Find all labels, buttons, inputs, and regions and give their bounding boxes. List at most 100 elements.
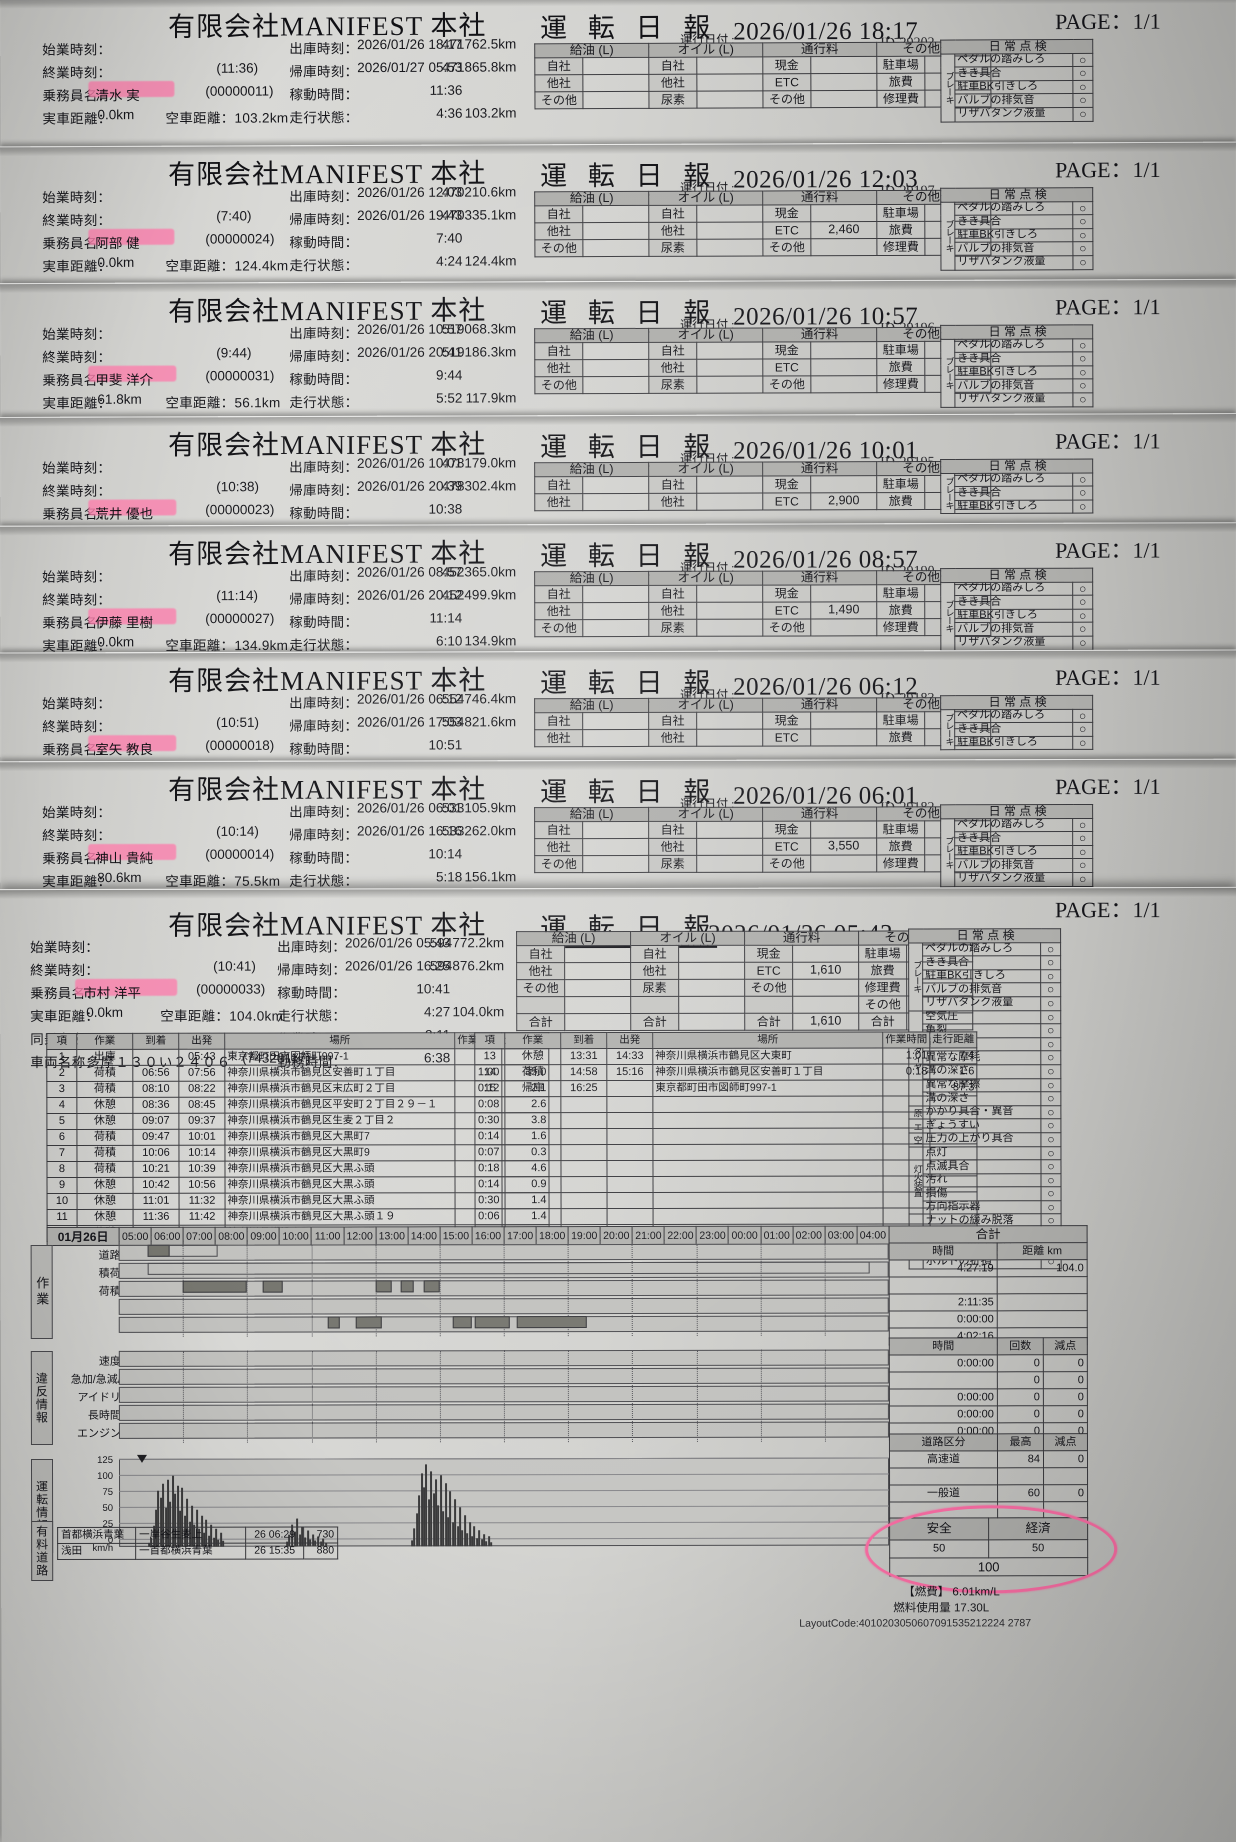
worklog-arrive: 08:10 [132,1081,179,1098]
odometer-value: 533262.0km [441,823,517,839]
cost-table: 給油 (L) オイル (L) 通行料 その他費用 自社 自社 現金 駐車場 他社 他社 ETC 2,4… [534,190,991,257]
inspection-check[interactable]: ○ [1072,228,1093,243]
inspection-check[interactable]: ○ [1072,93,1093,108]
inspection-check[interactable]: ○ [1040,955,1061,970]
cost-value [582,341,649,360]
inspection-check[interactable]: ○ [1040,1132,1061,1147]
inspection-check[interactable]: ○ [1072,472,1093,487]
inspection-check[interactable]: ○ [1072,486,1093,500]
inspection-check[interactable]: ○ [1040,983,1061,997]
inspection-check[interactable]: ○ [1072,858,1093,873]
inspection-check[interactable]: ○ [1072,255,1093,270]
violation-row: 0:00:00 0 0 [889,1405,1088,1424]
inspection-check[interactable]: ○ [1040,1159,1061,1174]
inspection-check[interactable]: ○ [1040,1173,1062,1188]
inspection-check[interactable]: ○ [1072,831,1093,846]
inspection-check[interactable]: ○ [1040,996,1061,1011]
timeline-activity-bar [327,1316,341,1329]
loaded-distance-value: 0.0km [97,634,135,650]
worklog-empty-cell [883,1191,931,1209]
road-kind: 一般道 [889,1484,998,1503]
cost-header: オイル (L) [648,328,763,342]
inspection-check[interactable]: ○ [1072,722,1093,737]
cost-key: その他 [762,90,811,108]
inspection-check[interactable]: ○ [1072,595,1093,610]
inspection-check[interactable]: ○ [1072,872,1093,887]
inspection-check[interactable]: ○ [1040,1078,1061,1092]
inspection-check[interactable]: ○ [1072,379,1093,393]
inspection-check[interactable]: ○ [1072,338,1093,353]
page-number: PAGE：1/1 [1055,428,1161,454]
inspection-check[interactable]: ○ [1072,201,1093,215]
timeline-activity-bar [182,1280,248,1293]
inspection-check[interactable]: ○ [1040,942,1061,956]
inspection-check[interactable]: ○ [1040,1051,1061,1065]
end-time-value: (10:14) [216,823,259,839]
inspection-check[interactable]: ○ [1041,1187,1062,1201]
inspection-check[interactable]: ○ [1072,53,1093,67]
field-value: 7:40 [436,230,463,246]
inspection-check[interactable]: ○ [1040,1091,1061,1106]
worklog-empty-cell [930,1175,978,1192]
crew-name-value: 神山 貴純 [95,850,153,867]
odometer-value: 156.1km [464,869,517,885]
inspection-check[interactable]: ○ [1040,1105,1061,1120]
inspection-check[interactable]: ○ [1072,499,1093,514]
worklog-arrive: 09:07 [132,1113,179,1130]
inspection-check[interactable]: ○ [1072,736,1093,750]
inspection-check[interactable]: ○ [1072,636,1093,650]
worklog-empty-cell [475,1208,506,1225]
cost-key: 現金 [762,711,811,729]
inspection-check[interactable]: ○ [1072,214,1093,229]
toll-entry: 浅田 [57,1543,136,1560]
inspection-check[interactable]: ○ [1072,66,1093,81]
inspection-check[interactable]: ○ [1072,80,1093,94]
inspection-check[interactable]: ○ [1040,1119,1061,1133]
inspection-check[interactable]: ○ [1072,708,1093,723]
inspection-check[interactable]: ○ [1040,1064,1061,1079]
inspection-check[interactable]: ○ [1072,608,1093,623]
violation-count: 0 [997,1354,1044,1372]
cost-key: その他 [534,376,583,394]
inspection-check[interactable]: ○ [1072,845,1093,859]
worklog-place: 神奈川県横浜市鶴見区大黒ふ頭 [225,1176,456,1194]
inspection-check[interactable]: ○ [1040,969,1061,984]
inspection-check[interactable]: ○ [1040,1146,1061,1160]
worklog-empty-cell [560,1160,608,1177]
cost-key: 現金 [762,820,811,838]
cost-key: 自社 [648,204,697,222]
field-label: 始業時刻： [42,326,112,343]
cost-key: ETC [762,73,811,91]
worklog-empty-cell [882,1095,930,1113]
violation-header: 時間 [889,1337,998,1356]
inspection-check[interactable]: ○ [1072,818,1093,832]
cost-key: ETC [762,837,811,855]
inspection-check[interactable]: ○ [1072,581,1093,596]
inspection-item: きき具合 [954,214,1073,229]
inspection-check[interactable]: ○ [1072,352,1093,366]
timeline-hour-label: 14:00 [407,1226,440,1245]
odometer-value: 478302.4km [441,478,517,494]
worklog-arrive: 10:42 [133,1177,180,1194]
cost-key: 駐車場 [876,584,925,602]
worklog-distance: 1.6 [929,1063,977,1080]
inspection-check[interactable]: ○ [1040,1010,1061,1024]
inspection-check[interactable]: ○ [1072,392,1093,407]
inspection-check[interactable]: ○ [1072,622,1093,637]
worklog-header: 作業 [76,1033,133,1050]
inspection-title: 日 常 点 検 [940,695,1093,710]
inspection-check[interactable]: ○ [1041,1200,1062,1215]
inspection-check[interactable]: ○ [1040,1037,1061,1052]
cost-value [564,1012,631,1031]
cost-key: 他社 [630,961,679,979]
cost-value [696,728,763,746]
inspection-check[interactable]: ○ [1072,365,1093,380]
inspection-group-label: ブレーキ [908,942,923,1011]
inspection-check[interactable]: ○ [1072,242,1093,256]
end-time-value: (9:44) [216,345,252,361]
inspection-item: 空気圧 [922,1010,1041,1025]
inspection-check[interactable]: ○ [1040,1023,1061,1038]
inspection-check[interactable]: ○ [1072,107,1094,122]
cost-key: 自社 [534,57,583,75]
